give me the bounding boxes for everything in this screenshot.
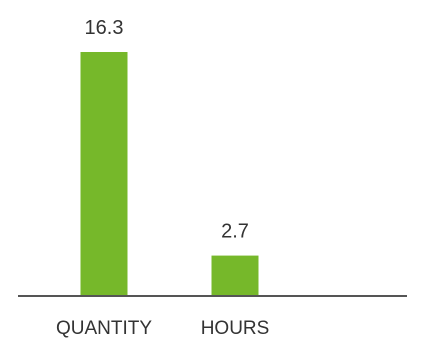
x-tick-label-hours: HOURS [201, 318, 270, 339]
x-tick-label-quantity: QUANTITY [56, 318, 152, 339]
bar-hours [211, 255, 259, 296]
bar-quantity [80, 52, 128, 296]
data-label-hours: 2.7 [221, 221, 249, 243]
data-label-quantity: 16.3 [85, 17, 124, 39]
